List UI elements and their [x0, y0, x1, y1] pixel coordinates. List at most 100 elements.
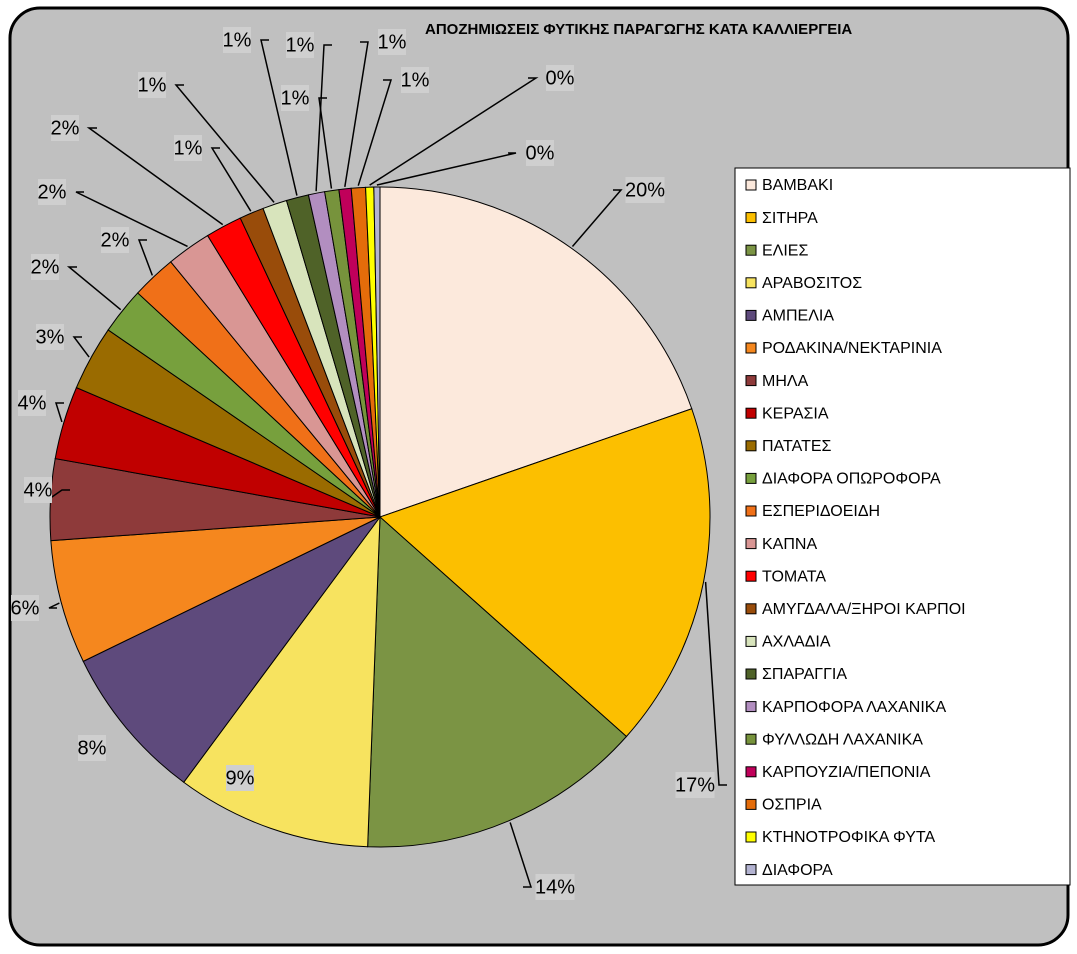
value-label: 2% [51, 117, 80, 139]
leader-line [318, 97, 333, 189]
legend-swatch [745, 733, 757, 745]
value-label-bg [223, 27, 251, 53]
legend-swatch [745, 864, 757, 876]
value-label: 4% [24, 479, 53, 501]
pie-slice [379, 408, 711, 738]
value-label-bg [174, 135, 202, 161]
legend-swatch [745, 244, 757, 256]
value-label: 1% [223, 29, 252, 51]
value-label: 1% [174, 137, 203, 159]
leader-line [66, 266, 122, 311]
value-label-bg [675, 772, 715, 798]
value-label: 20% [625, 179, 665, 201]
legend-label: ΑΡΑΒΟΣΙΤΟΣ [762, 275, 862, 292]
value-label: 2% [101, 229, 130, 251]
value-label-bg [286, 32, 314, 58]
legend-label: ΟΣΠΡΙΑ [762, 797, 822, 814]
legend-label: ΣΠΑΡΑΓΓΙΑ [762, 666, 847, 683]
value-label: 0% [526, 142, 555, 164]
legend-label: ΜΗΛΑ [762, 373, 809, 390]
value-label: 1% [286, 34, 315, 56]
value-label-bg [546, 65, 574, 91]
value-label: 17% [675, 774, 715, 796]
legend-label: ΚΤΗΝΟΤΡΟΦΙΚΑ ΦΥΤΑ [762, 829, 936, 846]
legend-label: ΕΣΠΕΡΙΔΟΕΙΔΗ [762, 503, 880, 520]
legend-label: ΣΙΤΗΡΑ [762, 210, 818, 227]
leader-line [72, 336, 90, 358]
legend-label: ΕΛΙΕΣ [762, 242, 808, 259]
leader-line [75, 191, 188, 248]
legend-label: ΑΜΠΕΛΙΑ [762, 308, 834, 325]
value-label-bg [535, 874, 575, 900]
pie-slice [373, 186, 381, 518]
legend-label: ΠΑΤΑΤΕΣ [762, 438, 832, 455]
legend-swatch [745, 798, 757, 810]
legend-swatch [745, 277, 757, 289]
value-label-bg [24, 477, 52, 503]
value-label: 2% [31, 256, 60, 278]
leader-line [376, 152, 517, 186]
leader-line [704, 581, 727, 786]
value-label: 1% [378, 31, 407, 53]
legend-swatch [745, 309, 757, 321]
legend-label: ΔΙΑΦΟΡΑ ΟΠΩΡΟΦΟΡΑ [762, 471, 941, 488]
legend-label: ΑΧΛΑΔΙΑ [762, 634, 831, 651]
value-label-bg [31, 254, 59, 280]
value-label: 1% [401, 69, 430, 91]
legend-swatch [745, 635, 757, 647]
value-label: 8% [78, 737, 107, 759]
pie-slice [183, 515, 381, 848]
leader-line [344, 41, 369, 187]
leader-line [86, 127, 224, 226]
legend [734, 167, 1071, 886]
leader-line [357, 79, 393, 186]
pie-slice [367, 515, 628, 848]
legend-label: ΚΕΡΑΣΙΑ [762, 405, 829, 422]
leader-line [137, 239, 154, 276]
legend-swatch [745, 603, 757, 615]
legend-swatch [745, 407, 757, 419]
value-label-bg [18, 390, 46, 416]
value-label-bg [281, 85, 309, 111]
chart-title: ΑΠΟΖΗΜΙΩΣΕΙΣ ΦΥΤΙΚΗΣ ΠΑΡΑΓΩΓΗΣ ΚΑΤΑ ΚΑΛΛ… [425, 21, 852, 38]
legend-swatch [745, 570, 757, 582]
value-label: 1% [281, 87, 310, 109]
value-label-bg [11, 595, 39, 621]
value-label: 9% [226, 767, 255, 789]
leader-line [509, 822, 533, 888]
legend-swatch [745, 212, 757, 224]
legend-label: ΔΙΑΦΟΡΑ [762, 862, 833, 879]
legend-swatch [745, 342, 757, 354]
leader-line [48, 489, 70, 500]
value-label: 6% [11, 597, 40, 619]
legend-label: ΚΑΠΝΑ [762, 536, 817, 553]
legend-label: ΡΟΔΑΚΙΝΑ/ΝΕΚΤΑΡΙΝΙΑ [762, 340, 942, 357]
value-label-bg [378, 29, 406, 55]
legend-label: ΒΑΜΒΑΚΙ [762, 177, 833, 194]
value-label-bg [38, 179, 66, 205]
value-label-bg [226, 765, 254, 791]
value-label-bg [36, 324, 64, 350]
value-label: 1% [138, 74, 167, 96]
leader-line [174, 84, 275, 203]
legend-swatch [745, 668, 757, 680]
pie-slice [50, 516, 381, 663]
legend-swatch [745, 375, 757, 387]
value-label-bg [138, 72, 166, 98]
value-label-bg [101, 227, 129, 253]
leader-line [54, 402, 64, 423]
leader-line [571, 189, 623, 247]
legend-swatch [745, 831, 757, 843]
leader-line [48, 602, 60, 609]
legend-swatch [745, 766, 757, 778]
value-label-bg [51, 115, 79, 141]
legend-swatch [745, 701, 757, 713]
value-label-bg [78, 735, 106, 761]
value-label: 2% [38, 181, 67, 203]
leader-line [260, 39, 298, 196]
value-label: 4% [18, 392, 47, 414]
leader-line [210, 147, 252, 212]
legend-label: ΦΥΛΛΩΔΗ ΛΑΧΑΝΙΚΑ [762, 731, 923, 748]
pie-slice [379, 186, 693, 518]
legend-swatch [745, 440, 757, 452]
